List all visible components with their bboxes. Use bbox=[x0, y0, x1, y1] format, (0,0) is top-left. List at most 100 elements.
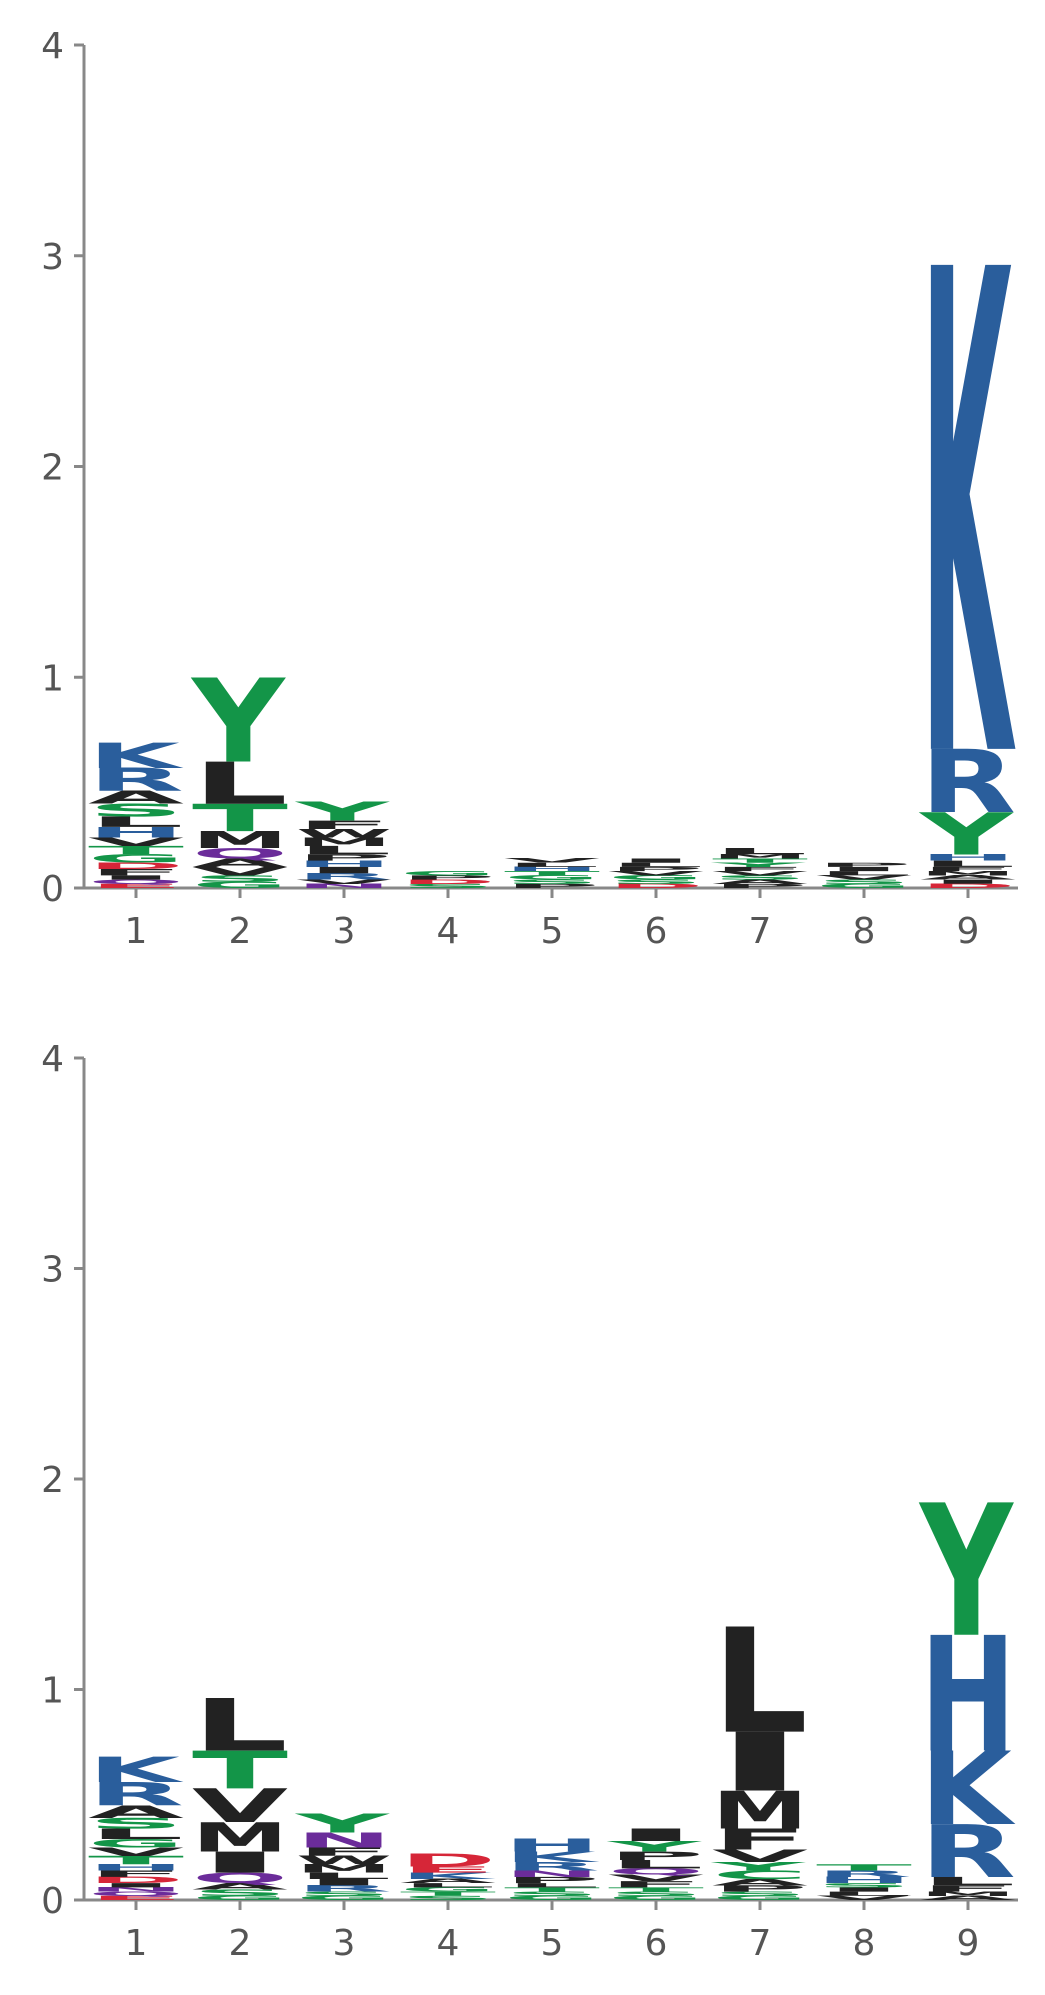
logo-letter-v: V bbox=[296, 878, 392, 885]
logo-letter-r: R bbox=[920, 1810, 1016, 1894]
logo-letter-q: Q bbox=[88, 1890, 184, 1897]
x-tick-label: 2 bbox=[229, 1923, 252, 1964]
logo-letter-h: H bbox=[504, 866, 600, 873]
logo-letter-v: V bbox=[608, 870, 704, 877]
logo-letter-i: I bbox=[816, 1886, 912, 1893]
logo-letter-k: K bbox=[400, 1871, 496, 1881]
logo-letter-m: M bbox=[192, 827, 288, 854]
logo-letter-t: T bbox=[192, 1741, 288, 1801]
logo-letter-h: H bbox=[88, 1863, 184, 1873]
logo-letter-h: H bbox=[816, 1875, 912, 1885]
logo-letter-f: F bbox=[88, 1869, 184, 1879]
logo-letter-s: S bbox=[88, 800, 184, 820]
logo-letter-a: A bbox=[88, 788, 185, 808]
logo-letter-h: H bbox=[920, 1604, 1016, 1788]
x-tick-label: 8 bbox=[853, 911, 876, 952]
logo-letter-l: L bbox=[88, 814, 184, 831]
logo-letter-s: S bbox=[712, 1890, 808, 1897]
logo-letter-c: C bbox=[712, 1868, 808, 1881]
logo-letter-g: G bbox=[816, 883, 912, 890]
logo-letter-v: V bbox=[712, 1846, 809, 1866]
logo-letter-i: I bbox=[608, 1825, 704, 1845]
logo-letter-d: D bbox=[400, 878, 496, 885]
logo-letter-g: G bbox=[504, 1895, 600, 1902]
logo-letter-g: G bbox=[192, 1895, 288, 1902]
logo-letter-s: S bbox=[400, 883, 496, 890]
logo-letter-l: L bbox=[192, 1683, 288, 1767]
logo-letter-n: N bbox=[296, 883, 392, 890]
logo-panel-bottom: 012341EQNIDFHTVGLSARK2GSAQIMVTL3GSRILMWF… bbox=[41, 1039, 1018, 1964]
logo-letter-s: S bbox=[504, 878, 600, 885]
logo-letter-t: T bbox=[88, 844, 184, 858]
logo-letter-f: F bbox=[296, 818, 392, 832]
logo-letter-g: G bbox=[296, 1895, 392, 1902]
logo-letter-a: A bbox=[712, 1877, 808, 1887]
logo-letter-f: F bbox=[920, 866, 1016, 873]
logo-letter-e: E bbox=[88, 883, 184, 890]
logo-letter-v: V bbox=[192, 865, 288, 879]
logo-letter-f: F bbox=[296, 1845, 392, 1859]
logo-letter-v: V bbox=[608, 1873, 704, 1883]
logo-letter-t: T bbox=[88, 1853, 184, 1867]
logo-letter-f: F bbox=[608, 1879, 704, 1889]
logo-letter-m: M bbox=[712, 853, 808, 860]
logo-letter-h: H bbox=[920, 853, 1016, 863]
x-tick-label: 9 bbox=[957, 911, 980, 952]
logo-letter-s: S bbox=[400, 1895, 496, 1902]
logo-letter-h: H bbox=[88, 824, 184, 841]
logo-letter-d: D bbox=[88, 861, 184, 871]
x-tick-label: 7 bbox=[749, 1923, 772, 1964]
y-tick-label: 1 bbox=[41, 1671, 64, 1712]
logo-letter-n: N bbox=[88, 1886, 184, 1893]
logo-letter-n: N bbox=[296, 1829, 392, 1852]
logo-letter-y: Y bbox=[607, 1838, 703, 1855]
logo-letter-t: T bbox=[504, 870, 600, 877]
logo-letter-q: Q bbox=[88, 878, 184, 885]
logo-letter-v: V bbox=[712, 870, 808, 877]
x-tick-label: 5 bbox=[541, 911, 564, 952]
logo-letter-v: V bbox=[88, 1845, 184, 1858]
logo-letter-s: S bbox=[816, 878, 912, 885]
logo-letter-t: T bbox=[816, 1862, 912, 1872]
x-tick-label: 9 bbox=[957, 1923, 980, 1964]
x-tick-label: 1 bbox=[125, 911, 148, 952]
logo-letter-i: I bbox=[920, 878, 1016, 885]
logo-letter-r: R bbox=[920, 732, 1016, 833]
logo-letter-a: A bbox=[192, 1881, 288, 1891]
logo-letter-a: A bbox=[400, 1878, 496, 1885]
logo-letter-s: S bbox=[816, 1882, 912, 1889]
logo-letter-l: L bbox=[608, 1858, 704, 1871]
logo-letter-g: G bbox=[608, 1895, 704, 1902]
logo-letter-p: P bbox=[504, 883, 600, 890]
logo-letter-h: H bbox=[504, 1836, 600, 1856]
logo-letter-s: S bbox=[192, 874, 288, 884]
logo-letter-k: K bbox=[920, 1731, 1016, 1848]
logo-letter-k: K bbox=[88, 736, 184, 776]
logo-letter-a: A bbox=[88, 1802, 185, 1822]
logo-letter-s: S bbox=[504, 1890, 600, 1897]
logo-letter-g: G bbox=[88, 852, 184, 865]
logo-letter-t: T bbox=[608, 1886, 704, 1893]
x-tick-label: 1 bbox=[125, 1923, 148, 1964]
logo-letter-v: V bbox=[504, 857, 600, 864]
logo-letter-r: R bbox=[296, 872, 392, 882]
logo-letter-y: Y bbox=[190, 655, 287, 790]
logo-letter-l: L bbox=[88, 1826, 184, 1843]
logo-panel-top: 012341EQIFDGTVHLSARK2GSVAQMTLY3NVRIHPLMW… bbox=[41, 26, 1018, 952]
x-tick-label: 2 bbox=[229, 911, 252, 952]
logo-letter-s: S bbox=[608, 1890, 704, 1897]
y-tick-label: 2 bbox=[41, 448, 64, 489]
logo-letter-l: L bbox=[504, 1882, 600, 1889]
logo-letter-p: P bbox=[608, 866, 704, 873]
